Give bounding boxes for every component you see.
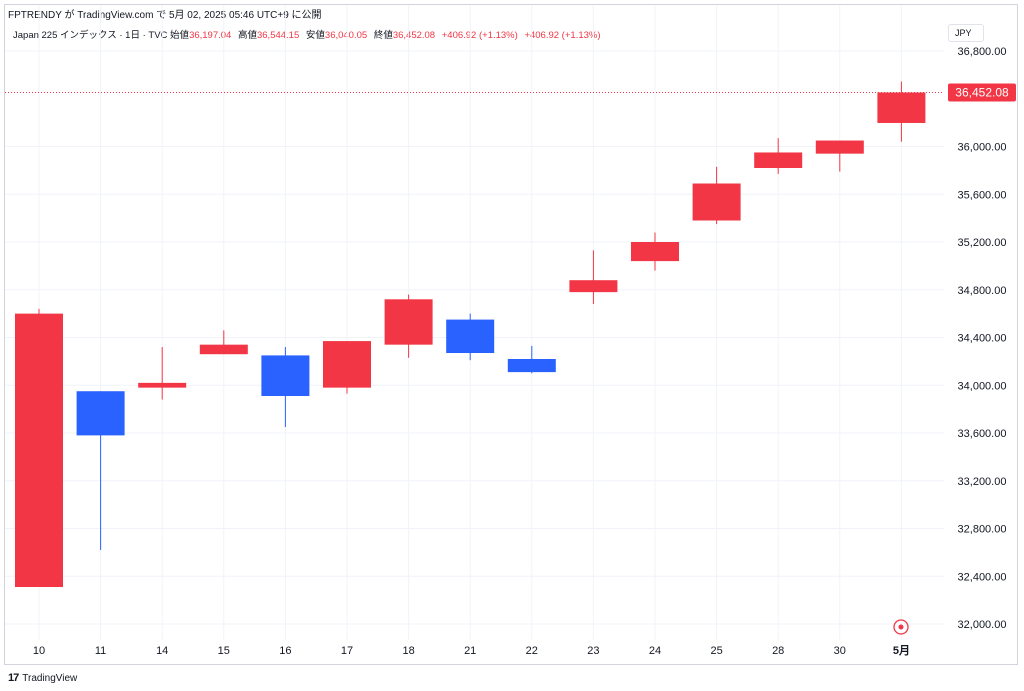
x-tick-label: 23 bbox=[587, 645, 599, 657]
footer-brand[interactable]: 17 TradingView bbox=[8, 672, 77, 684]
x-tick-label: 28 bbox=[772, 645, 784, 657]
low-label: 安値 bbox=[305, 30, 325, 41]
x-tick-label: 25 bbox=[710, 645, 722, 657]
x-tick-label: 21 bbox=[464, 645, 476, 657]
candle[interactable] bbox=[692, 166, 741, 225]
x-tick-label: 11 bbox=[95, 645, 106, 657]
candle-body bbox=[446, 319, 495, 354]
candle[interactable] bbox=[15, 308, 63, 587]
target-icon[interactable] bbox=[893, 619, 909, 635]
candle-body bbox=[138, 382, 187, 388]
y-tick-label: 34,400.00 bbox=[958, 333, 1007, 345]
y-axis: 32,000.00 32,400.00 32,800.00 33,200.00 33,6… bbox=[958, 46, 1007, 631]
y-tick-label: 35,600.00 bbox=[958, 189, 1007, 201]
candle[interactable] bbox=[199, 330, 248, 355]
candle-body bbox=[384, 299, 433, 345]
tradingview-logo-icon: 17 bbox=[8, 672, 19, 684]
high-label: 高値 bbox=[237, 30, 257, 41]
y-tick-label: 36,800.00 bbox=[958, 46, 1007, 58]
last-price-tag: 36,452.08 bbox=[948, 83, 1016, 102]
chart-frame bbox=[4, 4, 1018, 665]
candle[interactable] bbox=[815, 140, 864, 172]
candle-body bbox=[692, 183, 741, 221]
candle[interactable] bbox=[323, 341, 371, 394]
x-tick-label: 15 bbox=[218, 645, 230, 657]
x-tick-label: 30 bbox=[834, 645, 846, 657]
x-tick-label: 10 bbox=[33, 645, 45, 657]
y-tick-label: 32,400.00 bbox=[958, 571, 1007, 583]
last-price-label: 36,452.08 bbox=[955, 86, 1009, 100]
candle-body bbox=[323, 341, 371, 388]
open-label: 始値 bbox=[170, 30, 190, 41]
symbol-name[interactable]: Japan 225 インデックス · 1日 · TVC bbox=[13, 30, 168, 41]
change-value: +406.92 (+1.13%) bbox=[441, 30, 518, 41]
x-tick-label: 14 bbox=[156, 645, 168, 657]
close-label: 終値 bbox=[373, 30, 393, 41]
close-value: 36,452.08 bbox=[392, 30, 436, 41]
y-tick-label: 32,000.00 bbox=[958, 619, 1007, 631]
y-tick-label: 32,800.00 bbox=[958, 524, 1007, 536]
candle-body bbox=[877, 92, 926, 123]
candle-body bbox=[754, 152, 803, 168]
y-tick-label: 35,200.00 bbox=[958, 237, 1007, 249]
y-tick-label: 34,800.00 bbox=[958, 285, 1007, 297]
candle[interactable] bbox=[754, 138, 803, 174]
candle[interactable] bbox=[507, 345, 556, 374]
x-tick-label: 16 bbox=[279, 645, 291, 657]
candle-body bbox=[15, 313, 63, 587]
change-value-2: +406.92 (+1.13%) bbox=[524, 30, 601, 41]
symbol-legend: Japan 225 インデックス · 1日 · TVC 始値36,197.04 … bbox=[13, 27, 605, 41]
high-value: 36,544.15 bbox=[256, 30, 300, 41]
candle-body bbox=[815, 140, 864, 154]
candle-body bbox=[569, 280, 618, 293]
y-tick-label: 36,000.00 bbox=[958, 142, 1007, 154]
candle-body bbox=[261, 355, 310, 396]
candle[interactable] bbox=[631, 232, 679, 271]
candles bbox=[15, 81, 926, 587]
candle[interactable] bbox=[877, 81, 926, 142]
candle-body bbox=[507, 358, 556, 373]
candle-body bbox=[76, 391, 125, 436]
x-tick-label: 22 bbox=[526, 645, 538, 657]
candle[interactable] bbox=[384, 294, 433, 358]
brand-name: TradingView bbox=[22, 672, 78, 684]
low-value: 36,040.05 bbox=[324, 30, 368, 41]
currency-button[interactable]: JPY bbox=[948, 24, 984, 42]
candle[interactable] bbox=[261, 347, 310, 428]
candle[interactable] bbox=[446, 313, 495, 361]
x-tick-label: 17 bbox=[341, 645, 353, 657]
y-tick-label: 34,000.00 bbox=[958, 380, 1007, 392]
candle[interactable] bbox=[138, 347, 187, 400]
x-tick-label: 5月 bbox=[893, 644, 910, 657]
y-tick-label: 33,600.00 bbox=[958, 428, 1007, 440]
x-tick-label: 18 bbox=[402, 645, 414, 657]
y-tick-label: 33,200.00 bbox=[958, 476, 1007, 488]
candle[interactable] bbox=[569, 250, 618, 305]
candle-body bbox=[199, 344, 248, 355]
x-axis: 10 11 14 15 16 17 18 21 22 23 24 25 28 30 5月 bbox=[33, 644, 910, 657]
publish-attribution: FPTRENDY が TradingView.com で 5月 02, 2025… bbox=[8, 10, 322, 21]
x-tick-label: 24 bbox=[649, 645, 661, 657]
candle-body bbox=[631, 242, 679, 262]
open-value: 36,197.04 bbox=[189, 30, 232, 41]
candle[interactable] bbox=[76, 391, 125, 550]
